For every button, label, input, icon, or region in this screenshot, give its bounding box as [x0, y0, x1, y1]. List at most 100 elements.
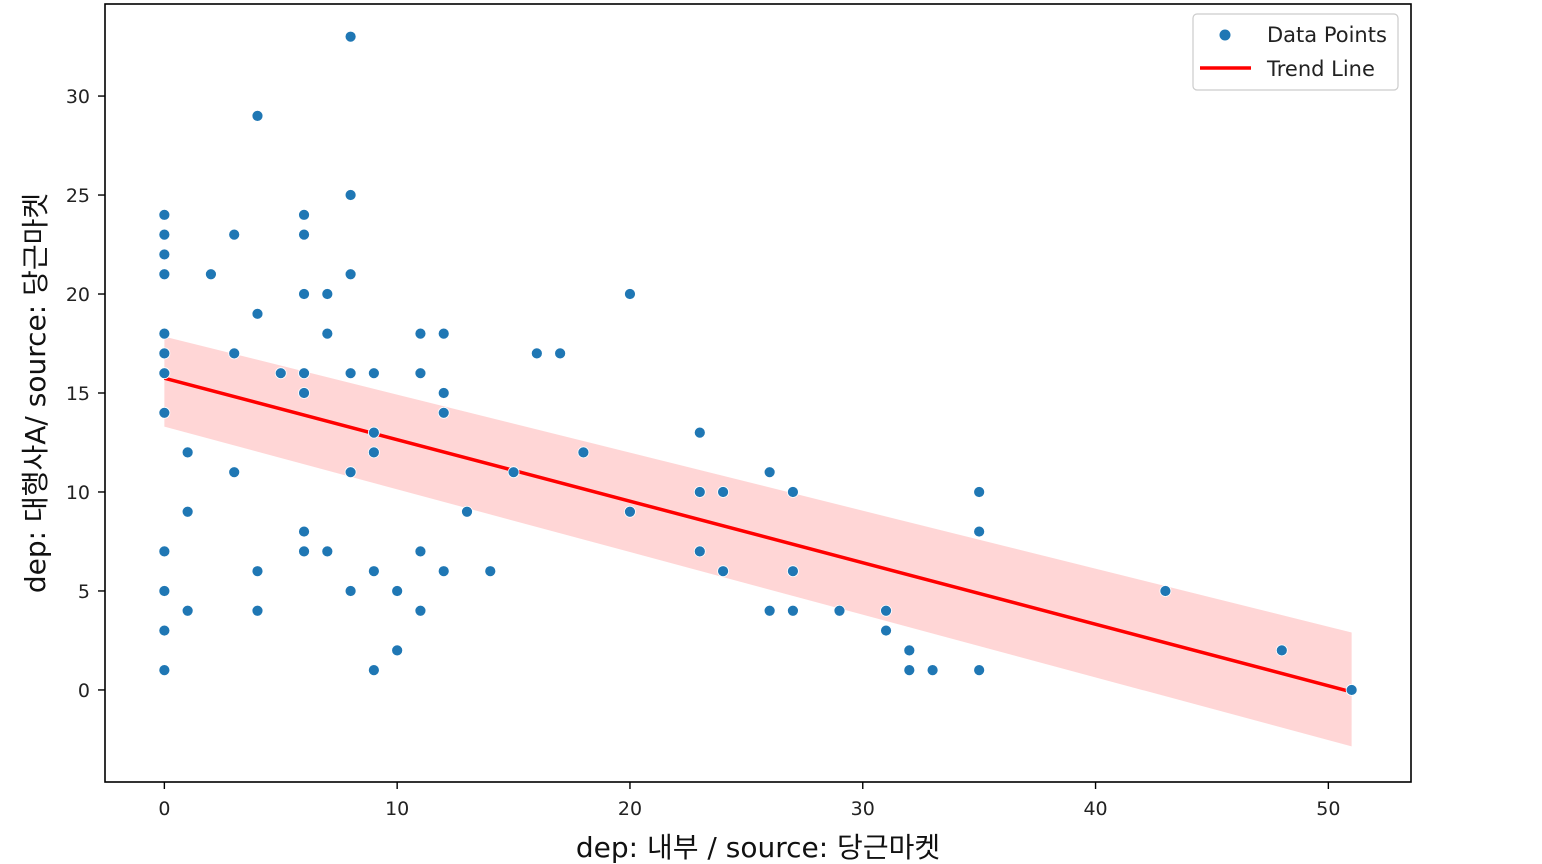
data-point	[414, 604, 427, 617]
data-point	[787, 486, 799, 498]
x-tick-label: 10	[385, 798, 409, 820]
data-point	[437, 387, 450, 399]
data-point	[693, 486, 706, 498]
data-point	[251, 307, 264, 320]
data-point	[158, 367, 171, 380]
data-point	[367, 446, 380, 459]
data-point	[158, 208, 171, 221]
data-point	[344, 268, 357, 281]
data-point	[833, 604, 846, 617]
data-point	[158, 545, 171, 558]
data-point	[437, 327, 450, 340]
data-point	[903, 664, 916, 677]
data-point	[158, 268, 171, 281]
data-point	[880, 604, 892, 617]
y-tick-label: 15	[66, 383, 90, 405]
legend-label-trend-line: Trend Line	[1266, 57, 1375, 81]
data-point	[158, 664, 171, 677]
y-tick-label: 5	[78, 581, 90, 603]
data-point	[367, 426, 380, 439]
data-point	[344, 585, 357, 597]
data-points-layer	[158, 30, 1358, 696]
data-point	[298, 545, 310, 558]
data-point	[298, 525, 310, 538]
data-point	[763, 604, 776, 617]
data-point	[693, 426, 706, 439]
data-point	[1275, 644, 1288, 657]
data-point	[367, 664, 380, 677]
data-point	[414, 327, 427, 340]
legend-box	[1192, 13, 1399, 91]
data-point	[391, 644, 404, 657]
data-point	[298, 208, 310, 221]
legend-label-data-points: Data Points	[1267, 23, 1387, 47]
data-point	[973, 664, 986, 677]
data-point	[228, 347, 241, 360]
data-point	[787, 604, 799, 617]
data-point	[391, 585, 404, 597]
x-axis-ticks: 0 10 20 30 40 50	[158, 782, 1340, 820]
data-point	[717, 565, 729, 578]
data-point	[693, 545, 706, 558]
data-point	[577, 446, 590, 459]
data-point	[1345, 684, 1358, 696]
data-point	[321, 288, 334, 300]
data-point	[158, 624, 171, 637]
trend-line-layer	[163, 376, 1353, 694]
data-point	[437, 406, 450, 419]
data-point	[344, 367, 357, 380]
x-tick-label: 40	[1083, 798, 1107, 820]
data-point	[926, 664, 939, 677]
data-point	[158, 228, 171, 241]
data-point	[880, 624, 892, 637]
data-point	[158, 585, 171, 597]
confidence-band-layer	[164, 336, 1352, 747]
data-point	[158, 347, 171, 360]
x-tick-label: 20	[618, 798, 642, 820]
data-point	[228, 466, 241, 479]
data-point	[414, 367, 427, 380]
data-point	[717, 486, 729, 498]
data-point	[367, 565, 380, 578]
legend: Data Points Trend Line	[1192, 13, 1399, 91]
x-axis-title: dep: 내부 / source: 당근마켓	[576, 831, 940, 864]
data-point	[1159, 585, 1172, 597]
data-point	[298, 288, 310, 300]
y-tick-label: 20	[66, 284, 90, 306]
data-point	[298, 387, 310, 399]
y-tick-label: 10	[66, 482, 90, 504]
data-point	[484, 565, 497, 578]
data-point	[624, 288, 636, 300]
data-point	[158, 327, 171, 340]
data-point	[344, 189, 357, 201]
y-axis-ticks: 0 5 10 15 20 25 30	[66, 86, 105, 702]
data-point	[321, 327, 334, 340]
data-point	[205, 268, 217, 281]
data-point	[344, 30, 357, 43]
data-point	[251, 604, 264, 617]
data-point	[530, 347, 543, 360]
data-point	[228, 228, 241, 241]
data-point	[251, 109, 264, 122]
legend-marker-data-points	[1219, 29, 1231, 41]
trend-line	[163, 376, 1353, 694]
y-tick-label: 0	[78, 680, 90, 702]
data-point	[274, 367, 287, 380]
data-point	[181, 604, 194, 617]
data-point	[624, 505, 636, 518]
data-point	[298, 367, 310, 380]
x-tick-label: 30	[851, 798, 875, 820]
data-point	[158, 406, 171, 419]
x-tick-label: 0	[158, 798, 170, 820]
data-point	[973, 486, 986, 498]
data-point	[251, 565, 264, 578]
data-point	[181, 446, 194, 459]
data-point	[367, 367, 380, 380]
confidence-band	[164, 336, 1352, 747]
data-point	[298, 228, 310, 241]
data-point	[321, 545, 334, 558]
data-point	[437, 565, 450, 578]
data-point	[973, 525, 986, 538]
data-point	[554, 347, 567, 360]
